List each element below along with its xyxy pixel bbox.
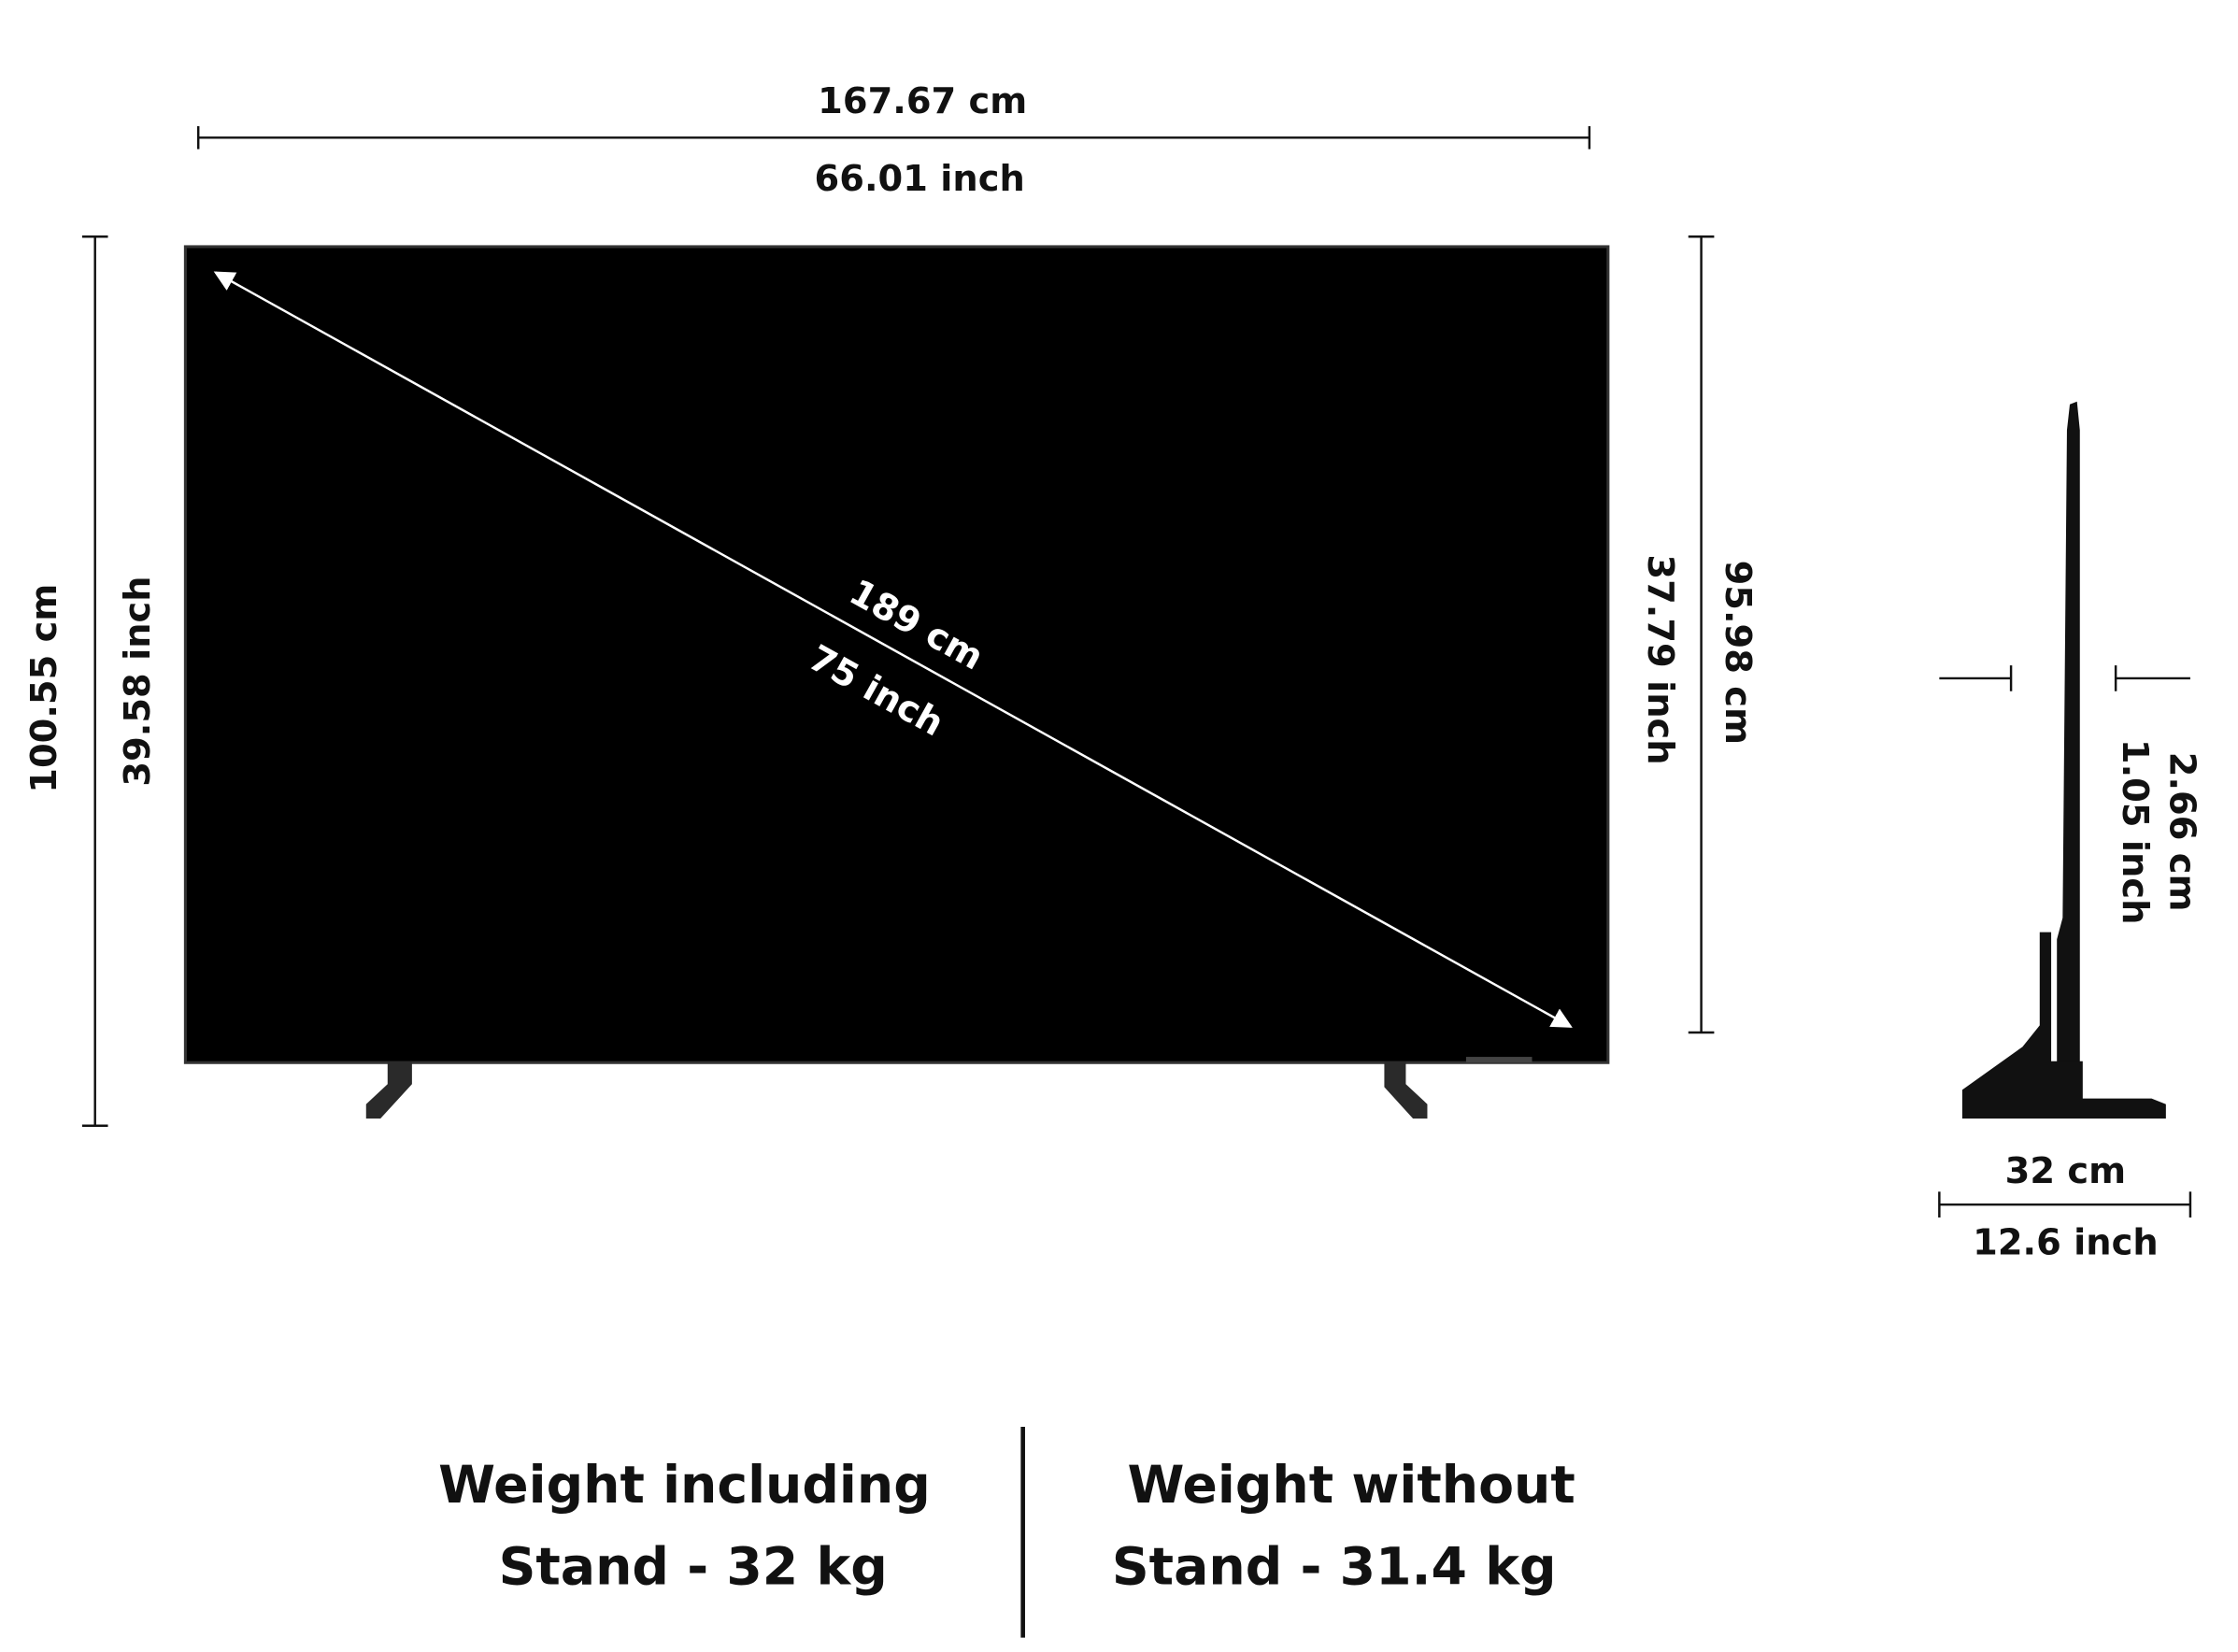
- height-inch: 39.58 inch: [117, 576, 159, 786]
- tv-front: 189 cm 75 inch: [183, 245, 1610, 1119]
- height-without-stand-dimension: 95.98 cm 37.79 inch: [1639, 235, 1759, 1034]
- weight-value: Stand - 32 kg: [499, 1538, 888, 1598]
- width-dimension: 167.67 cm 66.01 inch: [196, 80, 1591, 200]
- stand-depth-inch: 12.6 inch: [1973, 1222, 2159, 1264]
- weight-label: Weight including: [438, 1456, 931, 1516]
- panel-depth-cm: 2.66 cm: [2161, 752, 2203, 912]
- stand-depth-cm: 32 cm: [2005, 1150, 2126, 1192]
- height-cm: 100.55 cm: [23, 584, 65, 793]
- panel-depth-inch: 1.05 inch: [2114, 739, 2156, 925]
- height-with-stand-dimension: 100.55 cm 39.58 inch: [23, 235, 159, 1127]
- width-inch: 66.01 inch: [815, 158, 1025, 200]
- width-cm: 167.67 cm: [818, 80, 1027, 122]
- height-inch: 37.79 inch: [1639, 554, 1681, 764]
- weights: Weight including Stand - 32 kg Weight wi…: [438, 1427, 1575, 1638]
- height-cm: 95.98 cm: [1717, 561, 1759, 745]
- weight-label: Weight without: [1127, 1456, 1575, 1516]
- tv-side: 2.66 cm 1.05 inch 32 cm 12.6 inch: [1938, 401, 2203, 1264]
- weight-value: Stand - 31.4 kg: [1112, 1538, 1557, 1598]
